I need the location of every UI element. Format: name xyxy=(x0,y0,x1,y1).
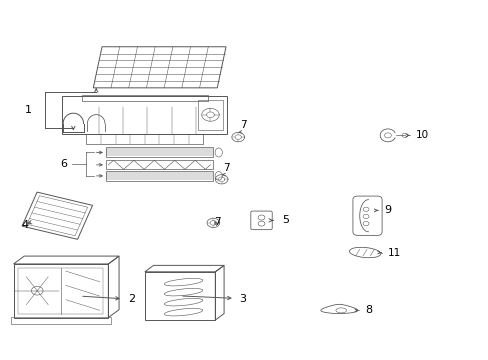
Bar xyxy=(81,95,207,102)
Text: 4: 4 xyxy=(21,220,28,230)
Text: 6: 6 xyxy=(60,159,67,169)
Text: 3: 3 xyxy=(239,294,246,304)
Bar xyxy=(11,317,111,324)
Text: 5: 5 xyxy=(282,215,289,225)
Bar xyxy=(198,100,222,130)
Bar xyxy=(62,96,227,134)
Bar xyxy=(19,267,103,314)
Bar xyxy=(106,160,212,169)
Text: 7: 7 xyxy=(214,217,221,227)
Text: 9: 9 xyxy=(384,205,391,215)
Bar xyxy=(106,148,212,157)
Text: 10: 10 xyxy=(415,130,428,140)
Text: 2: 2 xyxy=(127,294,135,304)
Bar xyxy=(144,272,215,320)
Text: 7: 7 xyxy=(239,120,246,130)
Bar xyxy=(86,134,203,144)
Bar xyxy=(14,264,108,318)
Text: 1: 1 xyxy=(24,105,32,115)
Bar xyxy=(106,171,212,181)
Text: 7: 7 xyxy=(223,163,229,173)
Text: 11: 11 xyxy=(387,248,400,257)
Text: 8: 8 xyxy=(365,305,371,315)
